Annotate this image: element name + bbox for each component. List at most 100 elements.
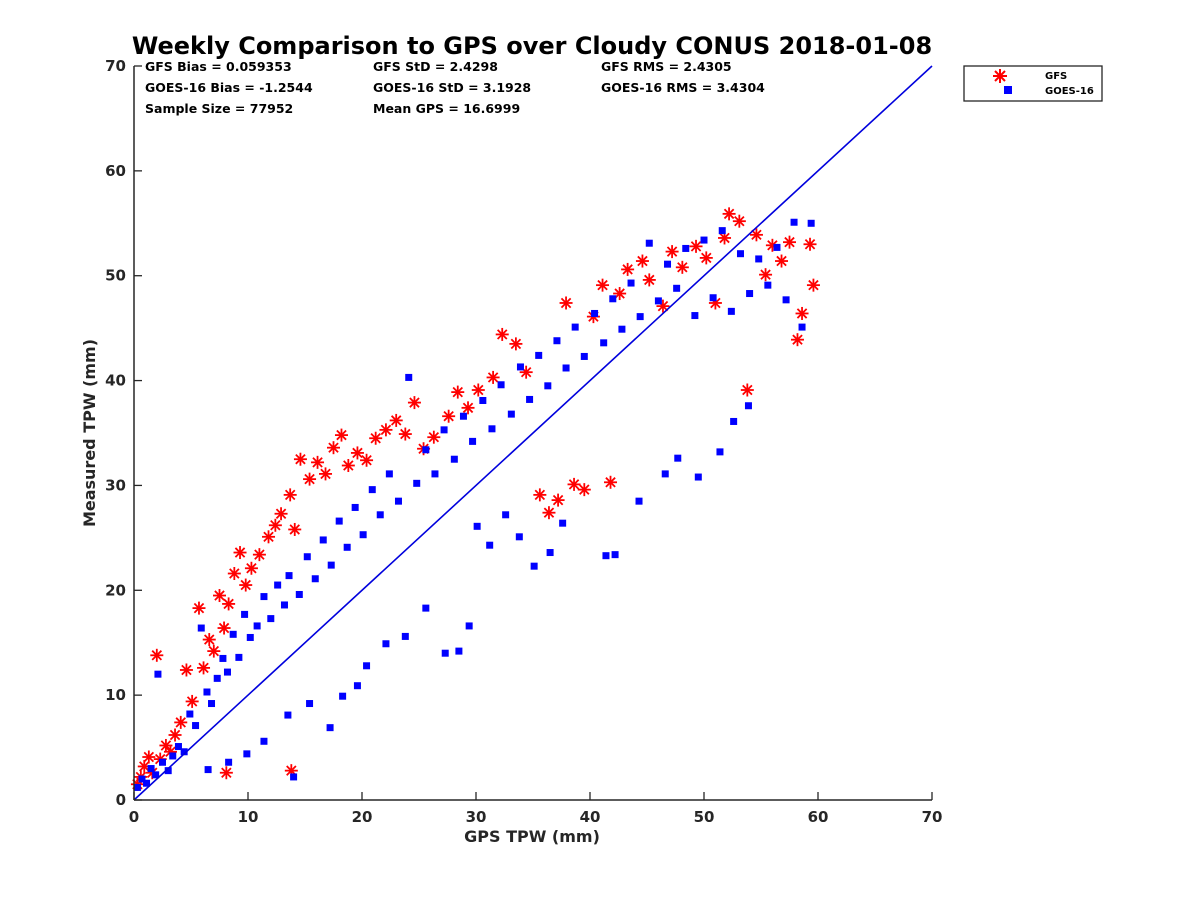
stat-gfs-rms: GFS RMS = 2.4305 — [601, 59, 732, 74]
gfs-point — [621, 262, 635, 276]
goes16-point — [303, 553, 311, 561]
goes16-point — [465, 622, 473, 630]
gfs-point — [174, 715, 188, 729]
stat-gfs-bias: GFS Bias = 0.059353 — [145, 59, 292, 74]
gfs-point — [689, 239, 703, 253]
goes16-point — [376, 511, 384, 519]
goes16-point — [401, 632, 409, 640]
goes16-point — [530, 562, 538, 570]
y-tick-label: 70 — [105, 57, 126, 75]
gfs-point — [341, 459, 355, 473]
gfs-point — [293, 452, 307, 466]
goes16-point — [562, 364, 570, 372]
goes16-point — [343, 543, 351, 551]
goes16-point — [497, 381, 505, 389]
stat-goes16-rms: GOES-16 RMS = 3.4304 — [601, 80, 765, 95]
gfs-point — [642, 273, 656, 287]
y-tick-label: 0 — [116, 791, 126, 809]
x-tick-label: 30 — [466, 808, 487, 826]
goes16-point — [213, 674, 221, 682]
gfs-point — [486, 370, 500, 384]
legend: GFS GOES-16 — [963, 65, 1103, 102]
legend-gfs-label: GFS — [1045, 71, 1067, 82]
goes16-point — [618, 325, 626, 333]
goes16-point — [440, 426, 448, 434]
goes16-point — [782, 296, 790, 304]
goes16-point — [746, 290, 754, 298]
gfs-point — [699, 251, 713, 265]
goes16-point — [382, 640, 390, 648]
goes16-point — [284, 711, 292, 719]
goes16-point — [441, 649, 449, 657]
legend-box — [963, 65, 1103, 102]
goes16-point — [241, 610, 249, 618]
goes16-point — [219, 654, 227, 662]
goes16-point — [385, 470, 393, 478]
stat-goes16-bias: GOES-16 Bias = -1.2544 — [145, 80, 313, 95]
gfs-point — [202, 633, 216, 647]
gfs-point — [783, 235, 796, 249]
goes16-point — [197, 624, 205, 632]
goes16-point — [730, 417, 738, 425]
x-tick-label: 70 — [922, 808, 943, 826]
gfs-point — [795, 306, 809, 320]
goes16-point — [306, 700, 314, 708]
goes16-point — [253, 622, 261, 630]
goes16-point — [694, 473, 702, 481]
gfs-point — [227, 567, 241, 581]
goes16-point — [727, 307, 735, 315]
goes16-point — [716, 448, 724, 456]
x-tick-label: 60 — [808, 808, 829, 826]
gfs-point — [451, 385, 465, 399]
legend-gfs-marker — [993, 69, 1007, 83]
gfs-point — [559, 296, 573, 310]
goes16-point — [473, 522, 481, 530]
goes16-point — [413, 479, 421, 487]
gfs-point — [179, 663, 193, 677]
gfs-point — [407, 396, 421, 410]
goes16-point — [502, 511, 510, 519]
gfs-point — [635, 254, 649, 268]
gfs-point — [327, 441, 340, 455]
gfs-point — [268, 518, 282, 532]
gfs-point — [319, 467, 333, 481]
goes16-point — [544, 382, 552, 390]
goes16-point — [580, 352, 588, 360]
legend-goes16-label: GOES-16 — [1045, 86, 1094, 97]
goes16-point — [469, 437, 477, 445]
goes16-point — [147, 765, 155, 773]
goes16-point — [274, 581, 282, 589]
goes16-point — [673, 284, 681, 292]
goes16-point — [664, 260, 672, 268]
stat-goes16-std: GOES-16 StD = 3.1928 — [373, 80, 531, 95]
goes16-point — [571, 323, 579, 331]
x-tick-label: 40 — [580, 808, 601, 826]
goes16-points — [133, 218, 815, 791]
goes16-point — [535, 351, 543, 359]
goes16-point — [243, 750, 251, 758]
gfs-point — [213, 589, 226, 603]
gfs-point — [334, 428, 348, 442]
gfs-point — [303, 472, 317, 486]
gfs-point — [233, 546, 247, 560]
goes16-point — [138, 775, 146, 783]
gfs-point — [244, 561, 258, 575]
goes16-point — [431, 470, 439, 478]
goes16-point — [335, 517, 343, 525]
gfs-point — [192, 601, 206, 615]
legend-goes16-marker — [1004, 86, 1012, 94]
goes16-point — [351, 503, 359, 511]
gfs-point — [222, 597, 236, 611]
gfs-point — [168, 728, 182, 742]
y-tick-label: 10 — [105, 686, 126, 704]
goes16-point — [636, 313, 644, 321]
goes16-point — [627, 279, 635, 287]
gfs-point — [150, 648, 164, 662]
goes16-point — [764, 281, 772, 289]
goes16-point — [773, 243, 781, 251]
goes16-point — [645, 239, 653, 247]
gfs-point — [350, 446, 364, 460]
goes16-point — [790, 218, 798, 226]
x-axis-label: GPS TPW (mm) — [464, 827, 600, 846]
